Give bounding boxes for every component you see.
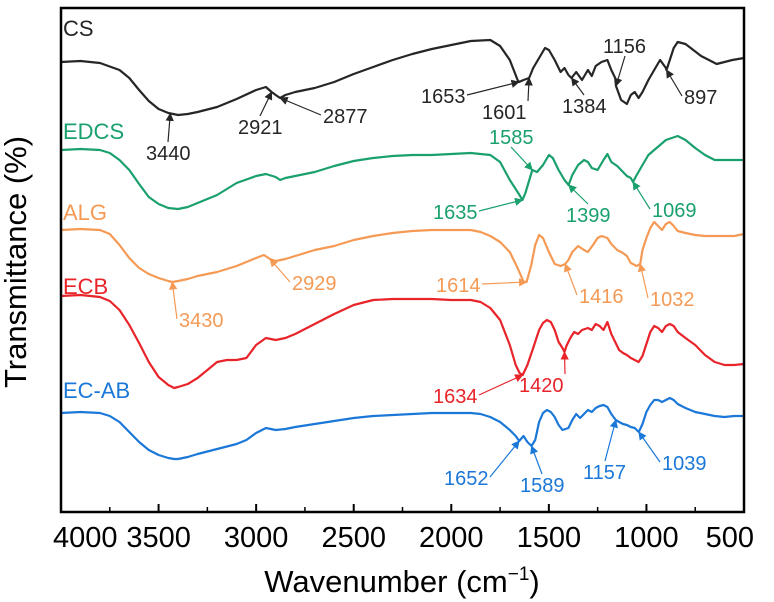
annotation-arrow	[632, 181, 651, 210]
annotation-label: 1614	[436, 275, 481, 297]
annotation-label: 1069	[652, 200, 697, 222]
annotation-label: 2877	[323, 106, 368, 128]
annotation-cs-3440: 3440	[146, 112, 191, 165]
annotation-alg-1614: 1614	[436, 275, 528, 297]
series-label-ecb: ECB	[63, 274, 108, 299]
annotation-cs-1653: 1653	[421, 79, 520, 108]
series-label-alg: ALG	[63, 200, 107, 225]
annotation-label: 1420	[519, 375, 564, 397]
annotation-arrow	[571, 77, 585, 96]
annotation-label: 1399	[566, 205, 611, 227]
annotation-cs-1384: 1384	[562, 77, 607, 118]
annotation-arrow	[259, 91, 273, 117]
x-tick-label: 4000	[53, 522, 118, 554]
annotation-alg-1032: 1032	[637, 263, 695, 311]
annotation-arrow	[466, 79, 520, 96]
annotation-layer: 3440 2921 2877 1653 1601 1384 1156 897 1585 1635 1…	[146, 36, 717, 497]
annotation-label: 2921	[238, 117, 283, 139]
annotation-arrow	[567, 184, 589, 205]
annotation-label: 1585	[489, 127, 534, 149]
series-line-ecb	[60, 293, 745, 390]
annotation-label: 1032	[650, 289, 695, 311]
annotation-cs-2877: 2877	[279, 97, 368, 128]
annotation-edcs-1399: 1399	[566, 184, 611, 227]
annotation-cs-897: 897	[665, 69, 717, 109]
annotation-arrow	[481, 278, 528, 287]
x-tick-label: 3000	[224, 522, 289, 554]
series-line-ec-ab	[60, 396, 744, 461]
x-tick-label: 1500	[517, 522, 582, 554]
annotation-arrow	[169, 281, 178, 320]
annotation-arrow	[637, 263, 649, 299]
annotation-alg-1416: 1416	[563, 263, 624, 308]
annotation-label: 1601	[482, 102, 527, 124]
series-line-edcs	[60, 134, 744, 211]
series-label-edcs: EDCS	[63, 119, 124, 144]
annotation-arrow	[524, 77, 533, 102]
annotation-label: 1589	[520, 475, 565, 497]
x-axis-title-main: Wavenumber (cm	[264, 564, 507, 599]
annotation-label: 897	[684, 87, 717, 109]
x-tick-label: 2000	[419, 522, 484, 554]
x-axis-ticks: 4000 3500 3000 2500 2000 1500 1000 500	[53, 504, 754, 554]
annotation-arrow	[563, 263, 578, 296]
series-label-ec-ab: EC-AB	[63, 378, 130, 403]
annotation-arrow	[665, 69, 683, 97]
annotation-ec-ab-1039: 1039	[638, 431, 707, 475]
x-tick-label: 500	[706, 522, 754, 554]
annotation-arrow	[478, 374, 524, 396]
series-layer	[60, 38, 745, 461]
series-label-layer: CS EDCS ALG ECB EC-AB	[63, 16, 130, 403]
annotation-arrow	[614, 55, 626, 87]
x-axis-title-close: )	[529, 564, 539, 599]
annotation-label: 3430	[179, 310, 224, 332]
annotation-arrow	[530, 445, 543, 475]
annotation-arrow	[269, 258, 291, 283]
annotation-ec-ab-1589: 1589	[520, 445, 565, 497]
series-label-cs: CS	[63, 16, 94, 41]
annotation-ecb-1634: 1634	[433, 374, 524, 408]
annotation-label: 1156	[603, 36, 646, 58]
annotation-edcs-1069: 1069	[632, 181, 697, 222]
annotation-label: 1652	[444, 468, 489, 490]
annotation-arrow	[165, 112, 174, 143]
annotation-cs-2921: 2921	[238, 91, 283, 139]
x-axis-title: Wavenumber (cm−1)	[264, 564, 539, 599]
annotation-ecb-1420: 1420	[519, 351, 569, 397]
annotation-label: 3440	[146, 143, 191, 165]
annotation-ec-ab-1652: 1652	[444, 440, 520, 490]
annotation-alg-2929: 2929	[269, 258, 337, 295]
annotation-arrow	[560, 351, 569, 375]
series-line-alg	[60, 220, 745, 284]
x-tick-label: 1000	[614, 522, 679, 554]
annotation-arrow	[638, 431, 661, 463]
annotation-arrow	[478, 197, 524, 212]
annotation-label: 2929	[292, 273, 337, 295]
annotation-cs-1601: 1601	[482, 77, 533, 124]
x-axis-title-sup: −1	[508, 564, 530, 585]
annotation-ec-ab-1157: 1157	[583, 419, 626, 484]
annotation-cs-1156: 1156	[603, 36, 646, 87]
annotation-arrow	[510, 146, 533, 171]
x-tick-label: 2500	[321, 522, 386, 554]
x-tick-label: 3500	[126, 522, 191, 554]
annotation-label: 1416	[579, 286, 624, 308]
annotation-label: 1635	[433, 202, 478, 224]
annotation-label: 1653	[421, 86, 466, 108]
series-line-cs	[60, 38, 745, 117]
annotation-arrow	[489, 440, 520, 478]
annotation-alg-3430: 3430	[169, 281, 224, 332]
annotation-arrow	[279, 97, 322, 116]
annotation-label: 1384	[562, 96, 607, 118]
annotation-label: 1039	[662, 453, 707, 475]
y-axis-title: Transmittance (%)	[0, 136, 33, 388]
annotation-edcs-1635: 1635	[433, 197, 524, 224]
annotation-edcs-1585: 1585	[489, 127, 534, 171]
annotation-label: 1634	[433, 386, 478, 408]
annotation-label: 1157	[583, 462, 626, 484]
annotation-arrow	[604, 419, 618, 462]
